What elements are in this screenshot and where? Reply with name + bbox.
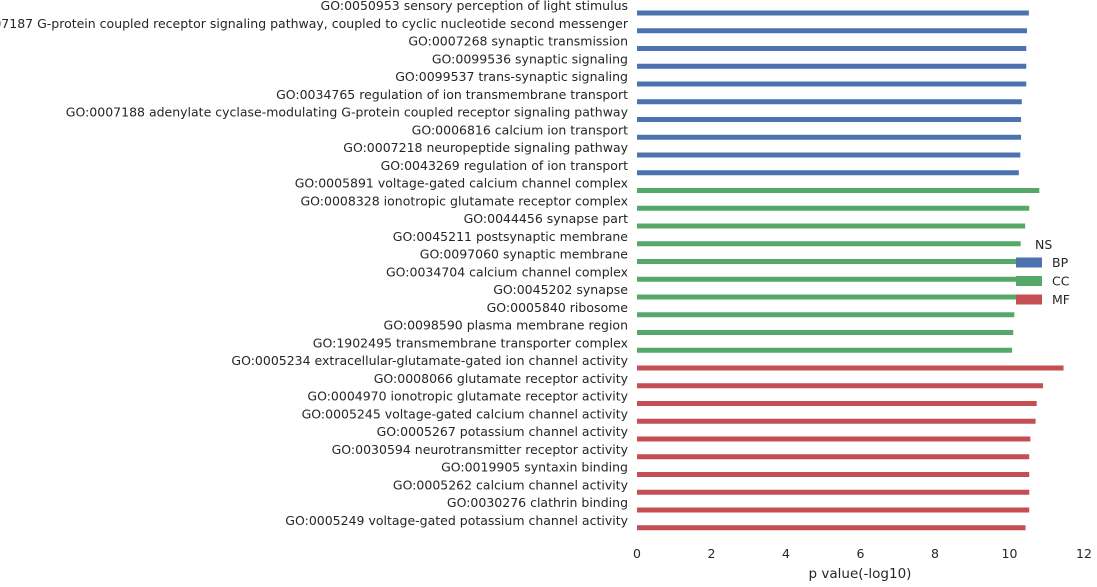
legend-label: CC: [1052, 274, 1070, 289]
bar-mf: [637, 436, 1031, 442]
category-label: GO:0006816 calcium ion transport: [412, 122, 628, 137]
category-label: GO:0005267 potassium channel activity: [377, 424, 629, 439]
bar-cc: [637, 205, 1030, 211]
legend-swatch-mf: [1016, 294, 1042, 305]
x-tick-label: 4: [782, 546, 790, 561]
legend-label: BP: [1052, 255, 1069, 270]
bar-cc: [637, 259, 1021, 264]
bar-cc: [637, 312, 1015, 318]
category-label: GO:0008066 glutamate receptor activity: [374, 371, 629, 386]
bar-bp: [637, 46, 1027, 51]
bar-bp: [637, 134, 1022, 140]
category-label: GO:0099537 trans-synaptic signaling: [395, 69, 628, 84]
bar-cc: [637, 188, 1040, 193]
category-label: GO:0030276 clathrin binding: [447, 495, 628, 510]
bar-bp: [637, 81, 1027, 87]
bar-cc: [637, 276, 1017, 282]
category-label: GO:0004970 ionotropic glutamate receptor…: [307, 389, 628, 404]
category-label: GO:0005249 voltage-gated potassium chann…: [285, 513, 628, 528]
bar-mf: [637, 454, 1030, 460]
x-axis-label: p value(-log10): [809, 566, 912, 582]
bar-mf: [637, 489, 1030, 495]
bar-mf: [637, 401, 1037, 406]
x-tick-label: 2: [708, 546, 716, 561]
category-label: GO:0019905 syntaxin binding: [441, 460, 628, 475]
category-label: GO:0034704 calcium channel complex: [386, 264, 628, 279]
category-label: GO:0005262 calcium channel activity: [393, 477, 629, 492]
category-label: GO:0008328 ionotropic glutamate receptor…: [301, 193, 629, 208]
bar-bp: [637, 117, 1022, 122]
category-label: GO:0005840 ribosome: [487, 300, 629, 315]
bar-mf: [637, 365, 1064, 371]
bar-cc: [637, 223, 1026, 229]
bar-cc: [637, 347, 1013, 353]
bar-group: [637, 10, 1064, 531]
x-tick-label: 12: [1076, 546, 1092, 561]
category-label: GO:0045211 postsynaptic membrane: [393, 229, 629, 244]
category-label: GO:1902495 transmembrane transporter com…: [313, 335, 628, 350]
bar-bp: [637, 170, 1019, 176]
category-label: GO:0005234 extracellular-glutamate-gated…: [231, 353, 628, 368]
bar-bp: [637, 10, 1029, 16]
x-tick-label: 10: [1002, 546, 1018, 561]
bar-cc: [637, 330, 1014, 335]
x-axis-ticks: 0 2 4 6 8 10 12: [633, 546, 1092, 561]
category-label: GO:0098590 plasma membrane region: [384, 318, 628, 333]
category-label: GO:0005891 voltage-gated calcium channel…: [295, 176, 628, 191]
bar-mf: [637, 383, 1044, 389]
legend-title: NS: [1035, 237, 1052, 252]
category-label: GO:0050953 sensory perception of light s…: [321, 0, 628, 13]
category-label: GO:0034765 regulation of ion transmembra…: [276, 87, 628, 102]
legend-swatch-cc: [1016, 276, 1042, 286]
category-label: GO:0045202 synapse: [493, 282, 628, 297]
bar-mf: [637, 418, 1036, 424]
bar-bp: [637, 28, 1028, 34]
bar-mf: [637, 472, 1030, 477]
legend-swatch-bp: [1016, 257, 1042, 268]
x-tick-label: 0: [633, 546, 641, 561]
category-label: GO:0097060 synaptic membrane: [420, 247, 629, 262]
bar-bp: [637, 152, 1021, 158]
x-tick-label: 6: [857, 546, 865, 561]
category-label: GO:0007218 neuropeptide signaling pathwa…: [343, 140, 628, 155]
category-label: GO:0044456 synapse part: [464, 211, 628, 226]
category-labels: GO:0050953 sensory perception of light s…: [0, 0, 629, 528]
bar-cc: [637, 294, 1017, 300]
category-label: GO:0043269 regulation of ion transport: [381, 158, 629, 173]
category-label: GO:0007188 adenylate cyclase-modulating …: [66, 105, 629, 120]
legend: NS BP CC MF: [1016, 237, 1070, 307]
bar-mf: [637, 525, 1026, 531]
category-label: GO:0005245 voltage-gated calcium channel…: [302, 406, 629, 421]
bar-mf: [637, 507, 1030, 513]
legend-label: MF: [1052, 292, 1070, 307]
category-label: GO:0007268 synaptic transmission: [408, 34, 628, 49]
x-tick-label: 8: [931, 546, 939, 561]
bar-cc: [637, 241, 1021, 247]
bar-bp: [637, 99, 1022, 105]
bar-bp: [637, 63, 1027, 69]
category-label: GO:0007187 G-protein coupled receptor si…: [0, 16, 629, 31]
category-label: GO:0099536 synaptic signaling: [432, 51, 628, 66]
category-label: GO:0030594 neurotransmitter receptor act…: [332, 442, 629, 457]
